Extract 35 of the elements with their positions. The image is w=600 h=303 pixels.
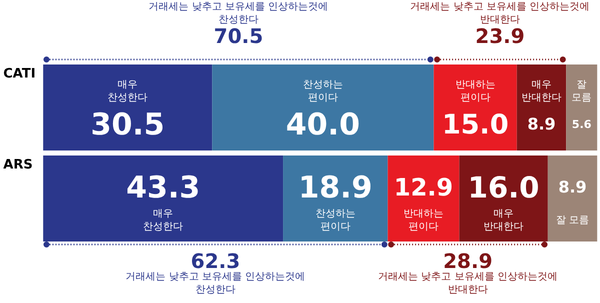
text: 반대하는 편이다 <box>455 80 496 104</box>
data-label: 8.9 <box>558 178 587 196</box>
y-tick-label: ARS <box>3 158 33 172</box>
text: 거래세는 낮추고 보유세를 인상하는것에 찬성한다 <box>126 272 306 296</box>
data-label: 16.0 <box>468 170 540 204</box>
bar <box>548 156 598 242</box>
text: 매우 찬성한다 <box>108 80 148 104</box>
series-label: 반대하는 편이다 <box>403 208 444 232</box>
data-label: 5.6 <box>572 118 592 131</box>
text: 매우 반대한다 <box>484 208 524 232</box>
bar <box>566 64 598 150</box>
text: 28.9 <box>443 249 492 273</box>
y-tick-label: CATI <box>3 66 36 82</box>
series-label: 찬성하는 편이다 <box>315 208 356 232</box>
annotation: 23.9 <box>475 24 525 48</box>
data-label: 40.0 <box>286 108 360 142</box>
text: 거래세는 낮추고 보유세를 인상하는것에 반대한다 <box>410 1 590 26</box>
data-label: 15.0 <box>442 110 509 140</box>
text: 62.3 <box>190 249 240 273</box>
text: 잘 모름 <box>556 215 590 226</box>
data-label: 30.5 <box>90 108 165 142</box>
bar <box>212 64 434 150</box>
text: 거래세는 낮추고 보유세를 인상하는것에 찬성한다 <box>148 1 328 26</box>
text: 거래세는 낮추고 보유세를 인상하는것에 반대한다 <box>378 272 558 296</box>
bar <box>516 64 566 150</box>
series-label: 매우 찬성한다 <box>143 208 184 232</box>
series-label: 매우 반대한다 <box>521 80 562 104</box>
series-label: 잘 모름 <box>572 80 592 104</box>
text: 찬성하는 편이다 <box>302 80 343 104</box>
data-label: 12.9 <box>394 174 454 202</box>
bar <box>43 64 212 150</box>
data-label: 18.9 <box>298 170 372 206</box>
annotation: 70.5 <box>214 24 264 48</box>
data-label: 8.9 <box>527 114 556 134</box>
data-label: 43.3 <box>126 170 200 206</box>
